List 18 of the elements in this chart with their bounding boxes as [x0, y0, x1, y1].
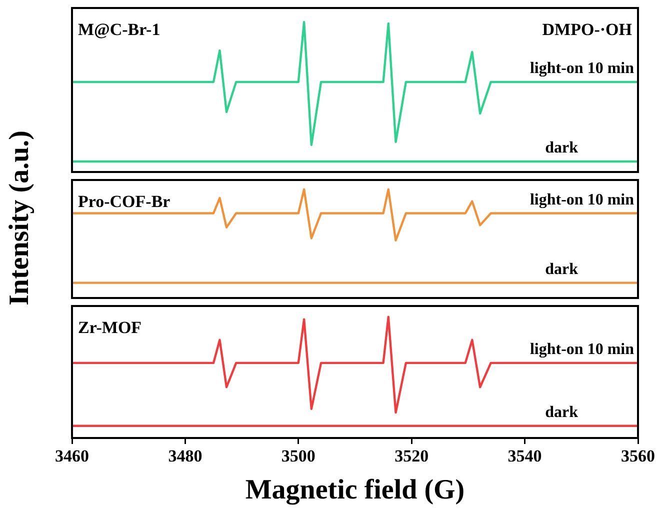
- series-label: dark: [545, 260, 578, 278]
- x-tick-label: 3520: [394, 446, 429, 466]
- series-label: light-on 10 min: [530, 60, 634, 78]
- series-label: light-on 10 min: [530, 341, 634, 358]
- x-tick-label: 3560: [621, 446, 655, 466]
- annotation: Pro-COF-Br: [78, 192, 171, 211]
- annotation: Zr-MOF: [78, 318, 142, 337]
- x-tick-label: 3480: [168, 446, 202, 466]
- x-tick-label: 3460: [55, 446, 89, 466]
- series-label: dark: [545, 140, 578, 157]
- annotation: M@C-Br-1: [78, 20, 160, 39]
- x-tick-label: 3500: [281, 446, 316, 466]
- series-label: light-on 10 min: [530, 191, 634, 208]
- series-label: dark: [545, 404, 578, 422]
- y-axis-title: Intensity (a.u.): [4, 130, 36, 306]
- x-tick-label: 3540: [508, 446, 542, 466]
- x-axis-title: Magnetic field (G): [245, 474, 465, 506]
- annotation: DMPO-·OH: [542, 20, 632, 39]
